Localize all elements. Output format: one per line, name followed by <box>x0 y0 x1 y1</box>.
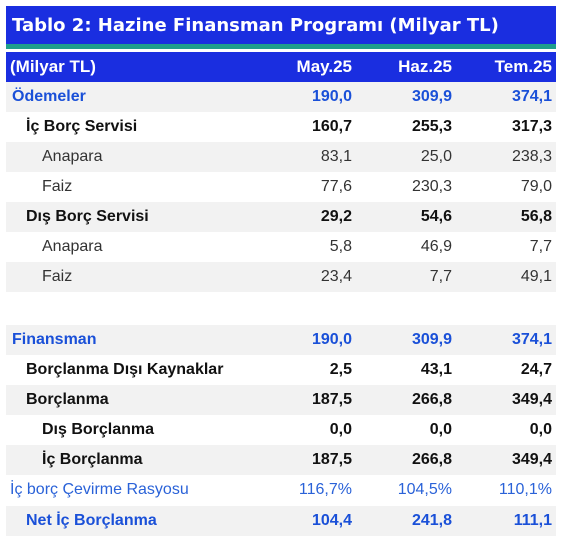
header-col-tem: Tem.25 <box>494 57 552 76</box>
row-label: Ödemeler <box>12 88 86 105</box>
row-value-haz: 230,3 <box>411 178 452 195</box>
row-label: İç Borçlanma <box>42 451 143 468</box>
table-row-dis-borc-servisi: Dış Borç Servisi 29,2 54,6 56,8 <box>6 202 556 232</box>
row-value-haz: 0,0 <box>429 421 452 438</box>
row-label: Dış Borçlanma <box>42 421 155 438</box>
row-label: Faiz <box>42 178 73 195</box>
table-row-ic-faiz: Faiz 77,6 230,3 79,0 <box>6 172 556 202</box>
row-value-tem: 56,8 <box>520 208 552 225</box>
row-value-haz: 54,6 <box>420 208 452 225</box>
row-value-tem: 374,1 <box>511 88 552 105</box>
row-value-haz: 266,8 <box>411 391 452 408</box>
row-value-tem: 49,1 <box>520 268 552 285</box>
table-row-finansman: Finansman 190,0 309,9 374,1 <box>6 325 556 355</box>
header-col-haz: Haz.25 <box>398 57 452 76</box>
row-value-haz: 25,0 <box>420 148 452 165</box>
table-row-dis-borclanma: Dış Borçlanma 0,0 0,0 0,0 <box>6 415 556 445</box>
title-divider <box>6 44 556 49</box>
table-row-ic-borclanma: İç Borçlanma 187,5 266,8 349,4 <box>6 445 556 475</box>
table-row-ic-anapara: Anapara 83,1 25,0 238,3 <box>6 142 556 172</box>
table-row-ic-borc-servisi: İç Borç Servisi 160,7 255,3 317,3 <box>6 112 556 142</box>
row-value-may: 77,6 <box>320 178 352 195</box>
row-label: Net İç Borçlanma <box>26 512 157 529</box>
row-label: Anapara <box>42 238 103 255</box>
row-value-may: 160,7 <box>311 118 352 135</box>
table-row-odemeler: Ödemeler 190,0 309,9 374,1 <box>6 82 556 112</box>
row-value-haz: 255,3 <box>411 118 452 135</box>
row-value-tem: 0,0 <box>529 421 552 438</box>
row-value-tem: 110,1% <box>498 481 552 498</box>
row-value-may: 104,4 <box>311 512 352 529</box>
row-value-may: 190,0 <box>311 331 352 348</box>
row-label: Anapara <box>42 148 103 165</box>
header-unit-label: (Milyar TL) <box>10 57 96 76</box>
table-row-dis-faiz: Faiz 23,4 7,7 49,1 <box>6 262 556 292</box>
row-value-may: 29,2 <box>320 208 352 225</box>
row-value-may: 187,5 <box>311 391 352 408</box>
row-value-may: 23,4 <box>320 268 352 285</box>
row-value-may: 5,8 <box>329 238 352 255</box>
row-value-may: 116,7% <box>298 481 352 498</box>
row-value-tem: 317,3 <box>511 118 552 135</box>
table-header: (Milyar TL) May.25 Haz.25 Tem.25 <box>6 52 556 82</box>
row-label: Finansman <box>12 331 97 348</box>
row-value-haz: 7,7 <box>429 268 452 285</box>
row-value-may: 83,1 <box>320 148 352 165</box>
row-value-may: 2,5 <box>329 361 352 378</box>
row-label: Borçlanma Dışı Kaynaklar <box>26 361 224 378</box>
row-value-tem: 79,0 <box>520 178 552 195</box>
row-label: Dış Borç Servisi <box>26 208 149 225</box>
row-value-may: 0,0 <box>329 421 352 438</box>
row-value-haz: 309,9 <box>411 331 452 348</box>
table-row-borclanma: Borçlanma 187,5 266,8 349,4 <box>6 385 556 415</box>
row-value-haz: 46,9 <box>420 238 452 255</box>
row-value-tem: 24,7 <box>520 361 552 378</box>
row-label: Borçlanma <box>26 391 109 408</box>
row-value-tem: 349,4 <box>511 391 552 408</box>
row-value-haz: 104,5% <box>397 481 452 498</box>
row-value-tem: 111,1 <box>513 512 552 529</box>
row-label: İç borç Çevirme Rasyosu <box>10 481 189 498</box>
row-value-haz: 309,9 <box>411 88 452 105</box>
row-label: İç Borç Servisi <box>26 118 138 135</box>
row-value-may: 187,5 <box>311 451 352 468</box>
table-row-net-ic-borclanma: Net İç Borçlanma 104,4 241,8 111,1 <box>6 506 556 536</box>
table-row-borclanma-disi-kaynaklar: Borçlanma Dışı Kaynaklar 2,5 43,1 24,7 <box>6 355 556 385</box>
row-value-haz: 266,8 <box>411 451 452 468</box>
row-value-tem: 238,3 <box>511 148 552 165</box>
row-value-tem: 7,7 <box>529 238 552 255</box>
row-value-tem: 374,1 <box>511 331 552 348</box>
row-value-haz: 241,8 <box>411 512 452 529</box>
header-col-may: May.25 <box>296 57 352 76</box>
row-value-haz: 43,1 <box>420 361 452 378</box>
table-row-dis-anapara: Anapara 5,8 46,9 7,7 <box>6 232 556 262</box>
row-value-tem: 349,4 <box>511 451 552 468</box>
row-label: Faiz <box>42 268 73 285</box>
row-value-may: 190,0 <box>311 88 352 105</box>
table-row-ic-borc-cevirme-rasyosu: İç borç Çevirme Rasyosu 116,7% 104,5% 11… <box>6 475 556 505</box>
table-title: Tablo 2: Hazine Finansman Programı (Mily… <box>6 6 556 44</box>
